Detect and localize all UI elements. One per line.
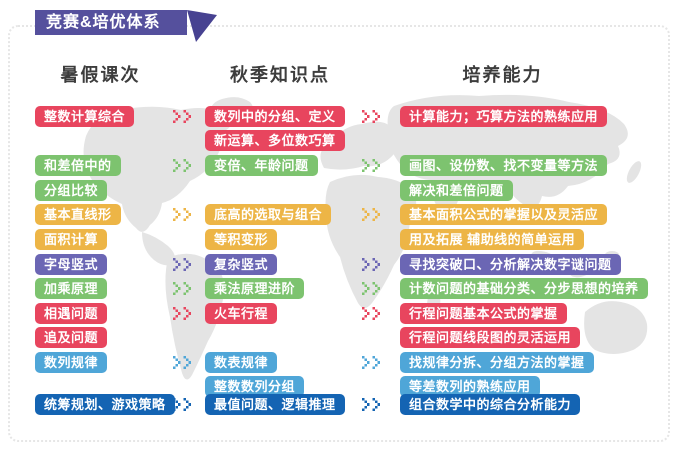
column-header-summer: 暑假课次 — [60, 65, 141, 85]
ability-pill: 找规律分拆、分组方法的掌握 — [400, 352, 594, 373]
course-pill: 加乘原理 — [35, 278, 108, 299]
double-chevron-icon — [362, 159, 380, 172]
double-chevron-icon — [362, 258, 380, 271]
page-title: 竞赛&培优体系 — [46, 14, 161, 31]
ribbon-fold-icon — [187, 10, 217, 42]
double-chevron-icon — [362, 110, 380, 123]
column-header-ability: 培养能力 — [462, 65, 543, 85]
double-chevron-icon — [173, 307, 191, 320]
double-chevron-icon — [173, 110, 191, 123]
ability-pill: 画图、设份数、找不变量等方法 — [400, 155, 608, 176]
ability-pill: 基本面积公式的掌握以及灵活应 — [400, 204, 608, 225]
ability-pill: 解决和差倍问题 — [400, 180, 513, 201]
double-chevron-icon — [362, 208, 380, 221]
ability-pill: 计算能力；巧算方法的熟练应用 — [400, 106, 608, 127]
double-chevron-icon — [173, 282, 191, 295]
knowledge-pill: 火车行程 — [205, 303, 278, 324]
double-chevron-icon — [362, 398, 380, 411]
ability-pill: 行程问题基本公式的掌握 — [400, 303, 567, 324]
card-border — [8, 25, 670, 442]
course-pill: 统筹规划、游戏策略 — [35, 394, 175, 415]
double-chevron-icon — [173, 208, 191, 221]
ability-pill: 组合数学中的综合分析能力 — [400, 394, 581, 415]
course-pill: 追及问题 — [35, 327, 108, 348]
knowledge-pill: 复杂竖式 — [205, 254, 278, 275]
knowledge-pill: 整数数列分组 — [205, 376, 305, 397]
course-pill: 字母竖式 — [35, 254, 108, 275]
course-pill: 和差倍中的 — [35, 155, 121, 176]
course-pill: 数列规律 — [35, 352, 108, 373]
double-chevron-icon — [362, 356, 380, 369]
double-chevron-icon — [362, 282, 380, 295]
course-pill: 分组比较 — [35, 180, 108, 201]
course-pill: 面积计算 — [35, 229, 108, 250]
double-chevron-icon — [173, 159, 191, 172]
knowledge-pill: 等积变形 — [205, 229, 278, 250]
double-chevron-icon — [362, 307, 380, 320]
course-pill: 整数计算综合 — [35, 106, 135, 127]
title-ribbon: 竞赛&培优体系 — [35, 10, 187, 35]
ability-pill: 寻找突破口、分析解决数字谜问题 — [400, 254, 621, 275]
course-pill: 基本直线形 — [35, 204, 121, 225]
double-chevron-icon — [173, 398, 191, 411]
knowledge-pill: 变倍、年龄问题 — [205, 155, 318, 176]
ability-pill: 行程问题线段图的灵活运用 — [400, 327, 581, 348]
knowledge-pill: 乘法原理进阶 — [205, 278, 305, 299]
course-pill: 相遇问题 — [35, 303, 108, 324]
double-chevron-icon — [173, 356, 191, 369]
double-chevron-icon — [173, 258, 191, 271]
ability-pill: 等差数列的熟练应用 — [400, 376, 540, 397]
knowledge-pill: 数列中的分组、定义 — [205, 106, 345, 127]
ability-pill: 计数问题的基础分类、分步思想的培养 — [400, 278, 648, 299]
knowledge-pill: 最值问题、逻辑推理 — [205, 394, 345, 415]
knowledge-pill: 新运算、多位数巧算 — [205, 130, 345, 151]
ability-pill: 用及拓展 辅助线的简单运用 — [400, 229, 585, 250]
knowledge-pill: 数表规律 — [205, 352, 278, 373]
knowledge-pill: 底高的选取与组合 — [205, 204, 332, 225]
column-header-autumn: 秋季知识点 — [230, 65, 330, 85]
